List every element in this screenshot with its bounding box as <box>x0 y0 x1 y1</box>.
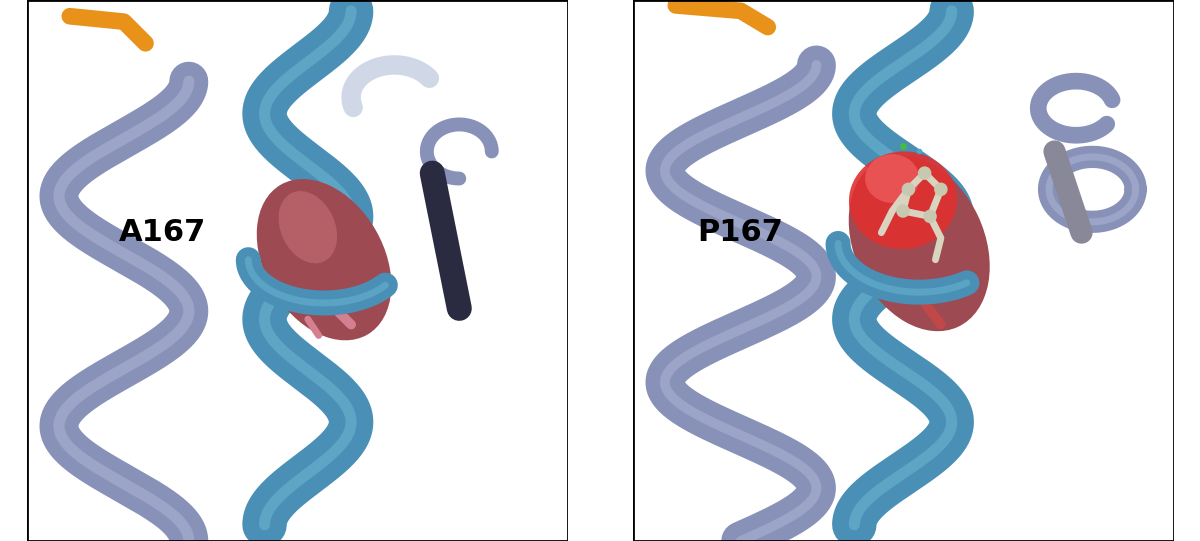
Ellipse shape <box>865 154 919 203</box>
Ellipse shape <box>918 167 931 180</box>
Text: A167: A167 <box>119 218 205 247</box>
Ellipse shape <box>848 156 990 331</box>
Ellipse shape <box>848 151 958 249</box>
Ellipse shape <box>278 191 337 263</box>
Ellipse shape <box>901 182 916 196</box>
Ellipse shape <box>923 209 937 223</box>
Text: P167: P167 <box>697 218 784 247</box>
Ellipse shape <box>257 179 391 340</box>
Ellipse shape <box>896 204 910 217</box>
Ellipse shape <box>934 182 948 196</box>
